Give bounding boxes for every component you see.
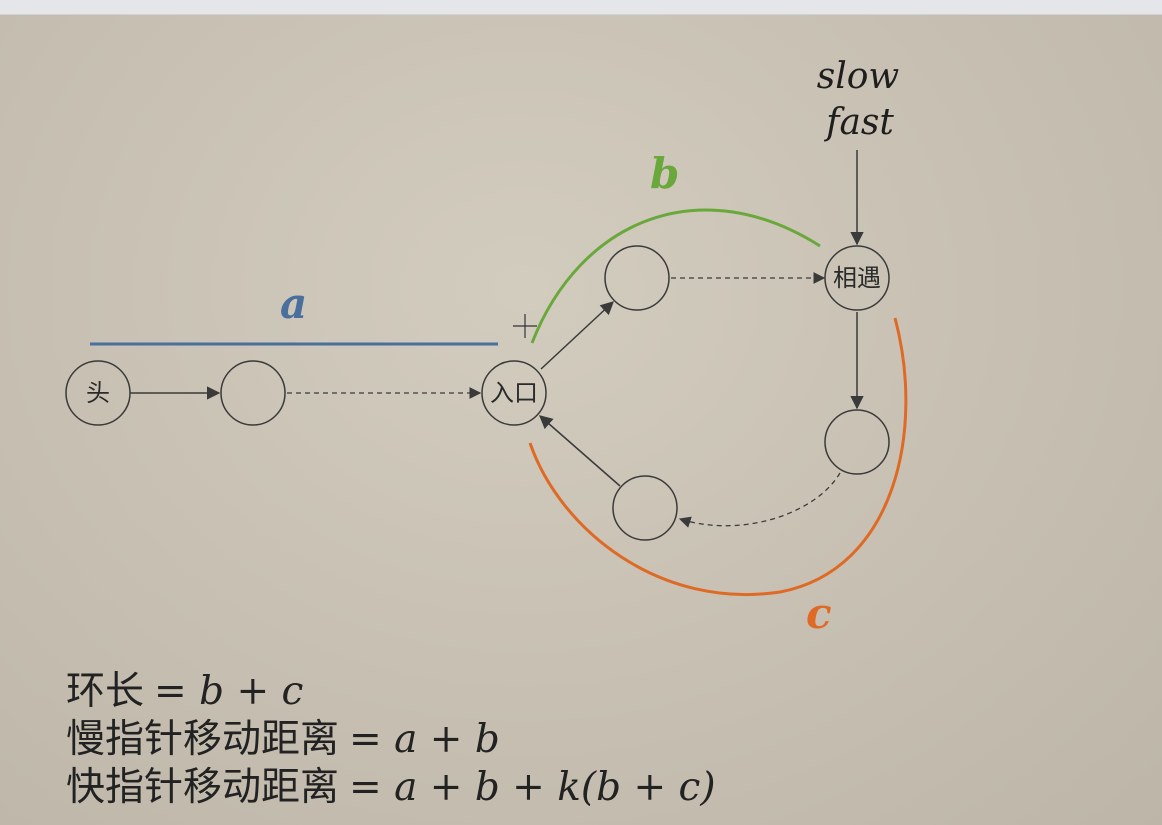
formula-slow-distance-text: 慢指针移动距离 [66, 717, 340, 762]
arc-b [530, 208, 821, 344]
formula-block: 环长 = b + c 慢指针移动距离 = a + b 快指针移动距离 = a + b … [66, 668, 716, 812]
node-entry-label: 入口 [490, 379, 538, 407]
formula-slow-distance-expr: = a + b [349, 717, 500, 762]
label-c: c [806, 589, 832, 638]
label-b: b [650, 149, 679, 198]
node-head [65, 360, 131, 426]
edge-bottom-to-entry [538, 415, 621, 487]
node-top [604, 245, 670, 311]
node-meet [824, 245, 890, 311]
edge-right-to-bottom [678, 472, 841, 528]
node-bottom [612, 475, 678, 541]
label-a: a [280, 279, 307, 328]
formula-cycle-length: 环长 = b + c [66, 668, 716, 716]
formula-fast-distance: 快指针移动距离 = a + b + k(b + c) [66, 764, 716, 812]
move-cursor-icon [513, 314, 537, 338]
node-meet-label: 相遇 [833, 264, 881, 292]
node-head-label: 头 [86, 379, 110, 407]
formula-cycle-length-expr: = b + c [154, 669, 304, 714]
edge-entry-to-top [540, 301, 614, 370]
node-entry [481, 360, 547, 426]
label-fast: fast [823, 102, 894, 143]
formula-cycle-length-text: 环长 [66, 669, 145, 714]
node-1 [220, 360, 286, 426]
arc-c [528, 317, 908, 597]
formula-slow-distance: 慢指针移动距离 = a + b [66, 716, 716, 764]
label-slow: slow [817, 56, 900, 97]
formula-fast-distance-expr: = a + b + k(b + c) [349, 765, 716, 810]
top-toolbar-strip [0, 0, 1162, 15]
formula-fast-distance-text: 快指针移动距离 [66, 765, 340, 810]
node-right [824, 409, 890, 475]
